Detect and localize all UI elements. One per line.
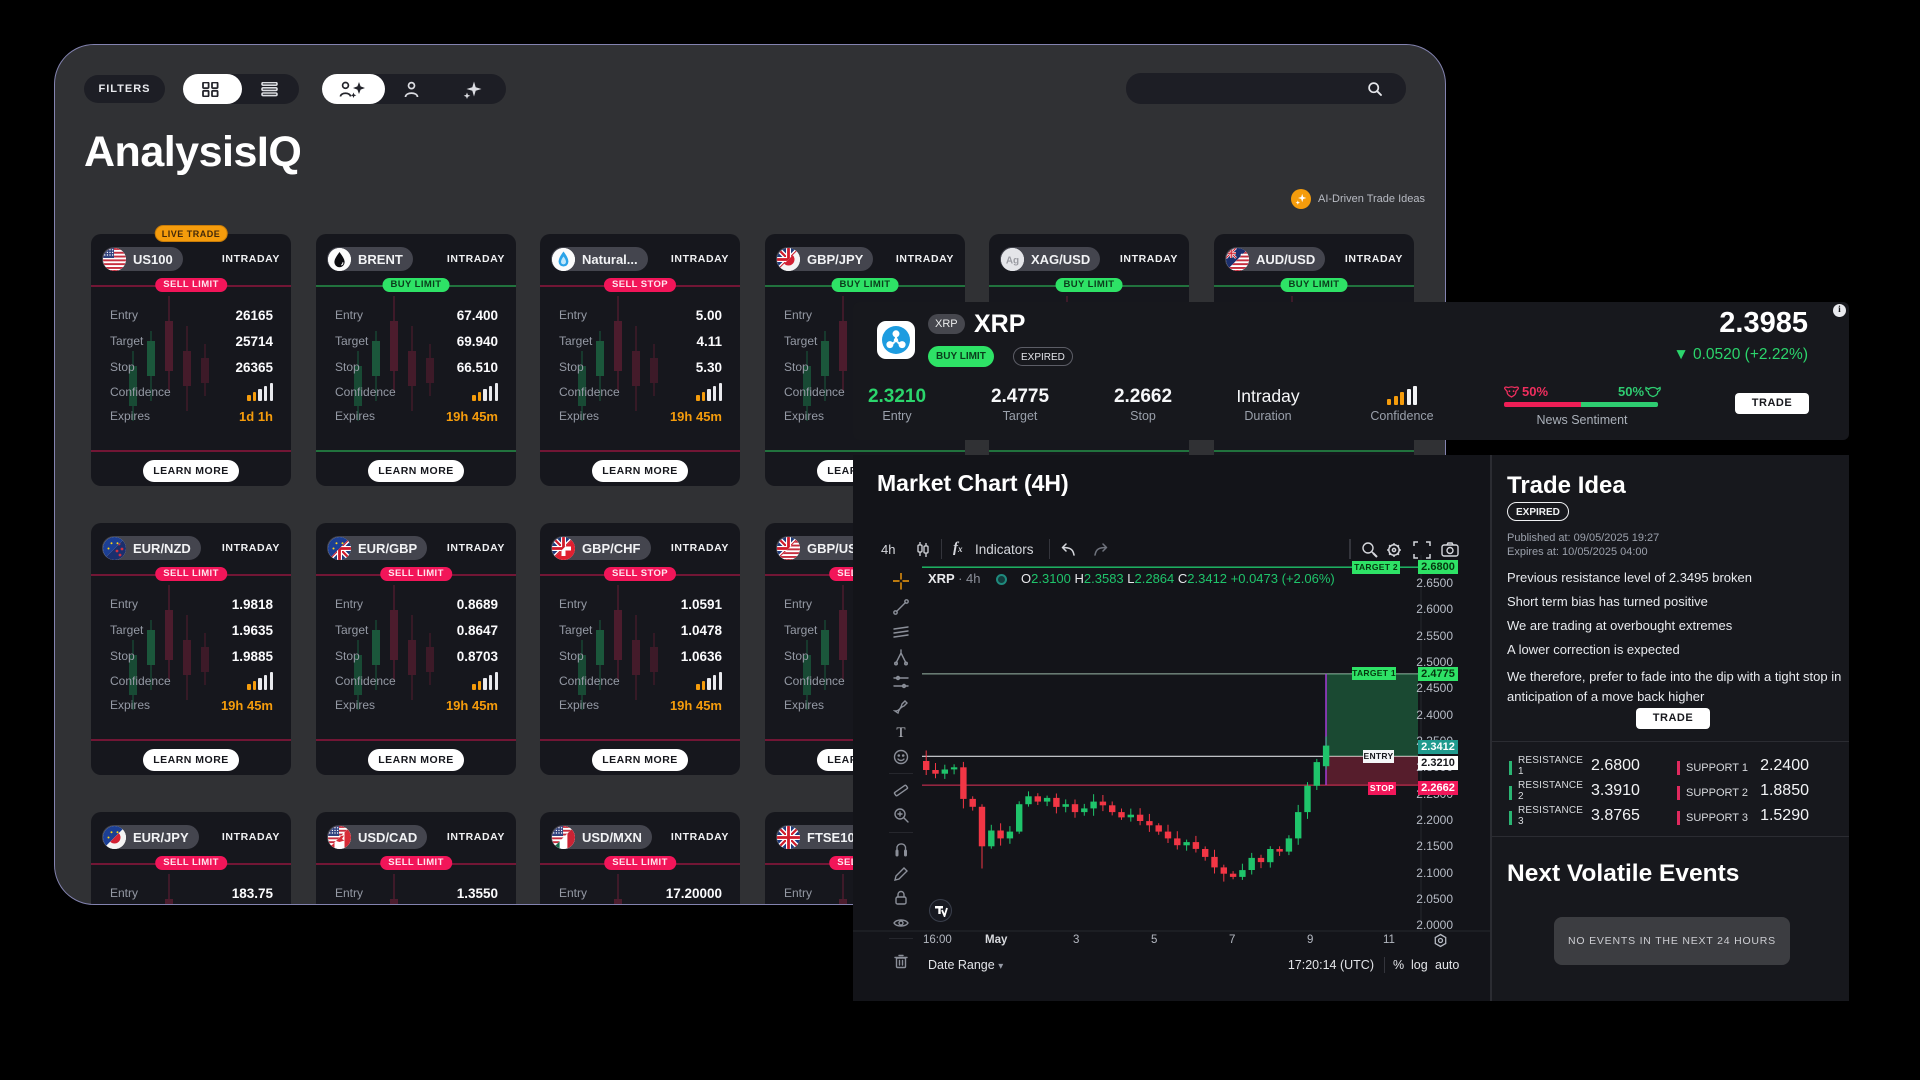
svg-text:T: T <box>896 725 905 740</box>
svg-text:Ag: Ag <box>1006 255 1019 266</box>
